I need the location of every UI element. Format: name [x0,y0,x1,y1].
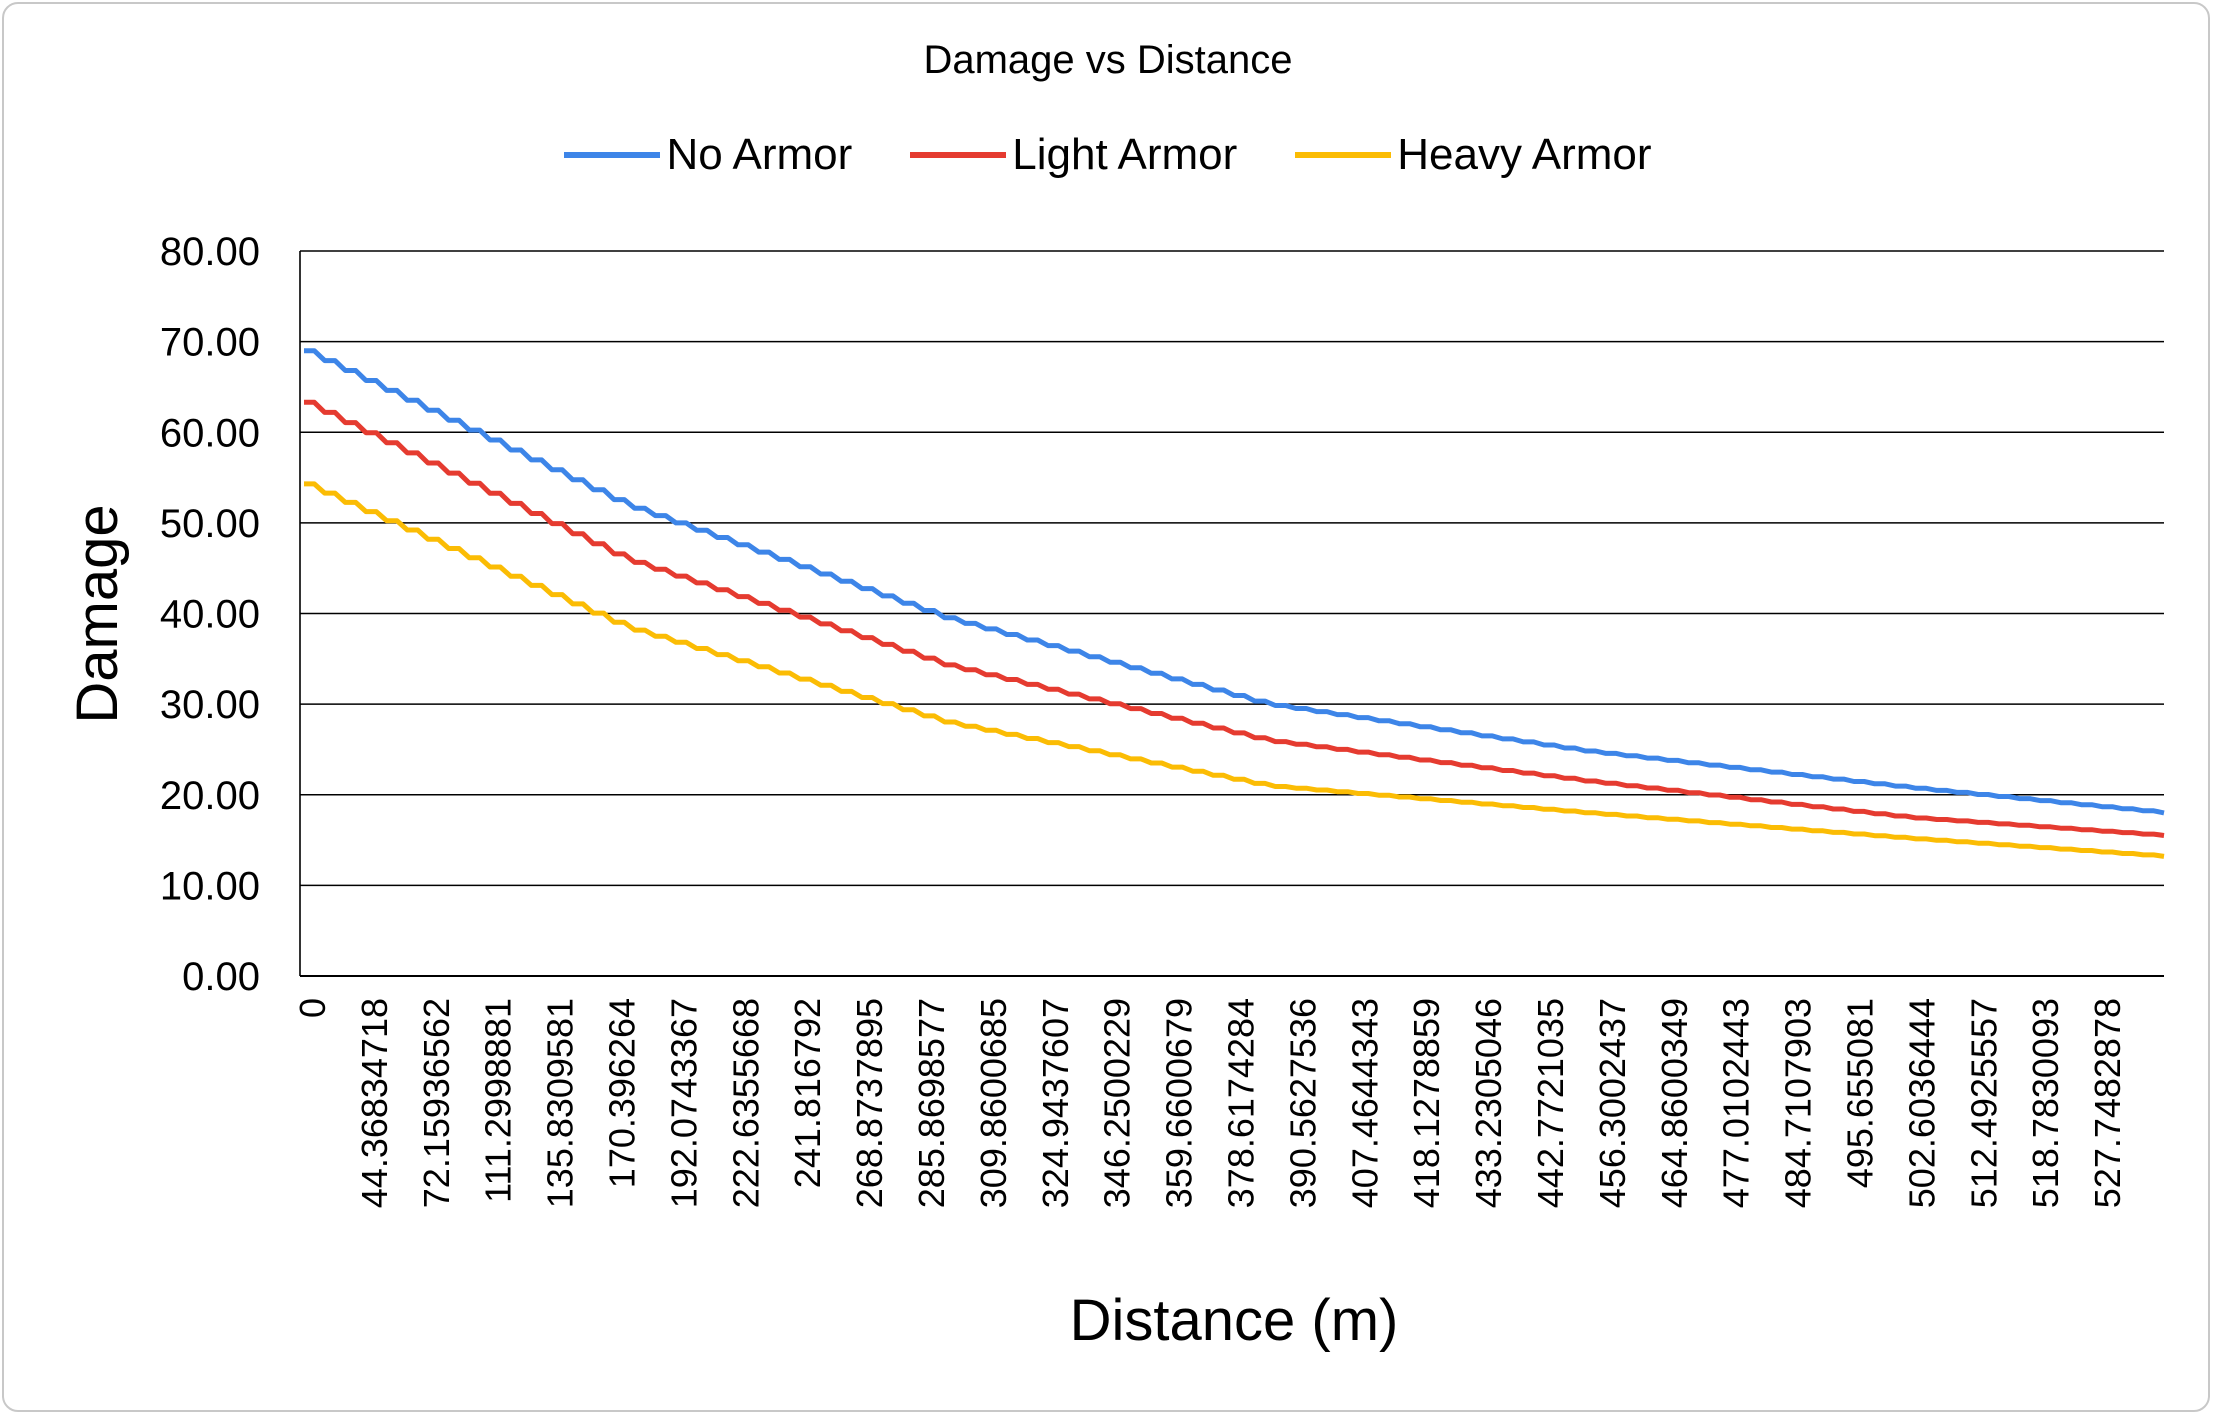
x-tick-label: 527.7482878 [2087,998,2128,1208]
y-tick-label: 60.00 [160,411,260,455]
y-tick-label: 70.00 [160,321,260,365]
x-tick-label: 72.15936562 [416,998,457,1208]
x-tick-label: 456.3002437 [1592,998,1633,1208]
y-tick-label: 80.00 [160,230,260,274]
x-tick-label: 495.655081 [1840,998,1881,1188]
y-tick-label: 20.00 [160,774,260,818]
chart-title: Damage vs Distance [923,38,1293,82]
y-tick-label: 30.00 [160,683,260,727]
x-tick-label: 433.2305046 [1468,998,1509,1208]
legend-label-no-armor: No Armor [666,130,853,179]
x-tick-label: 442.7721035 [1530,998,1571,1208]
y-tick-label: 50.00 [160,502,260,546]
series-line-light-armor [304,399,2165,838]
x-tick-label: 477.0102443 [1716,998,1757,1208]
x-tick-label: 359.6600679 [1159,998,1200,1208]
x-tick-label: 378.6174284 [1221,998,1262,1208]
x-tick-label: 346.2500229 [1097,998,1138,1208]
legend-swatch-light-armor [910,152,1007,158]
x-tick-label: 170.396264 [602,998,643,1188]
legend-label-light-armor: Light Armor [1012,130,1238,179]
y-tick-label: 40.00 [160,593,260,637]
legend-swatch-heavy-armor [1295,152,1392,158]
series-line-heavy-armor [304,481,2165,859]
x-tick-label: 502.6036444 [1901,998,1942,1208]
legend-item-light-armor: Light Armor [910,130,1237,180]
legend-swatch-no-armor [564,152,661,158]
legend-label-heavy-armor: Heavy Armor [1397,130,1652,179]
y-tick-label: 0.00 [182,955,260,999]
series-lines [304,348,2165,859]
x-tick-label: 518.7830093 [2025,998,2066,1208]
x-tick-label: 135.8309581 [540,998,581,1208]
x-axis-label: Distance (m) [1070,1288,1399,1353]
y-tick-label: 10.00 [160,864,260,908]
x-tick-label: 418.1278859 [1406,998,1447,1208]
x-tick-label: 0 [292,998,333,1018]
gridlines [299,250,2164,977]
x-tick-label: 192.0743367 [663,998,704,1208]
x-tick-label: 324.9437607 [1035,998,1076,1208]
x-tick-label: 285.8698577 [911,998,952,1208]
x-tick-label: 512.4925557 [1963,998,2004,1208]
x-tick-label: 484.7107903 [1778,998,1819,1208]
x-tick-label: 44.36834718 [354,998,395,1208]
x-tick-label: 111.2998881 [478,998,519,1203]
chart-legend: No Armor Light Armor Heavy Armor [0,130,2216,180]
legend-item-no-armor: No Armor [564,130,852,180]
x-tick-label: 309.8600685 [973,998,1014,1208]
legend-item-heavy-armor: Heavy Armor [1295,130,1652,180]
y-axis-label: Damage [65,504,130,723]
y-axis-ticks: 0.00 10.00 20.00 30.00 40.00 50.00 60.00 70.00 8… [160,230,260,999]
x-tick-label: 407.4644343 [1344,998,1385,1208]
series-line-no-armor [304,348,2165,816]
x-tick-label: 268.8737895 [849,998,890,1208]
x-tick-label: 390.5627536 [1282,998,1323,1208]
x-tick-label: 222.6355668 [725,998,766,1208]
x-axis-ticks: 0 44.36834718 72.15936562 111.2998881 135.83… [292,998,2128,1208]
x-tick-label: 241.816792 [787,998,828,1188]
x-tick-label: 464.8600349 [1654,998,1695,1208]
